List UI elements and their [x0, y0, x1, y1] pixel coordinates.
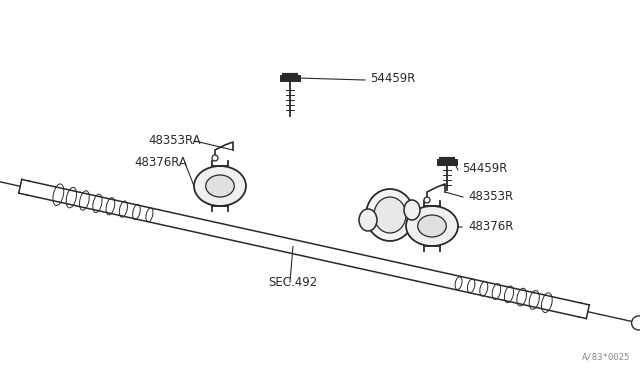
Ellipse shape [406, 206, 458, 246]
Text: 54459R: 54459R [462, 161, 508, 174]
Text: 48376R: 48376R [468, 219, 513, 232]
Text: 54459R: 54459R [370, 71, 415, 84]
Text: 48353RA: 48353RA [148, 134, 200, 147]
Text: SEC.492: SEC.492 [268, 276, 317, 289]
Ellipse shape [374, 197, 406, 233]
Ellipse shape [194, 166, 246, 206]
Text: A/83*0025: A/83*0025 [582, 353, 630, 362]
Ellipse shape [366, 189, 414, 241]
Ellipse shape [404, 200, 420, 220]
Text: 48376RA: 48376RA [134, 155, 187, 169]
Ellipse shape [359, 209, 377, 231]
Ellipse shape [205, 175, 234, 197]
Circle shape [212, 155, 218, 161]
Ellipse shape [418, 215, 446, 237]
Text: 48353R: 48353R [468, 189, 513, 202]
Circle shape [424, 197, 430, 203]
Circle shape [632, 316, 640, 330]
